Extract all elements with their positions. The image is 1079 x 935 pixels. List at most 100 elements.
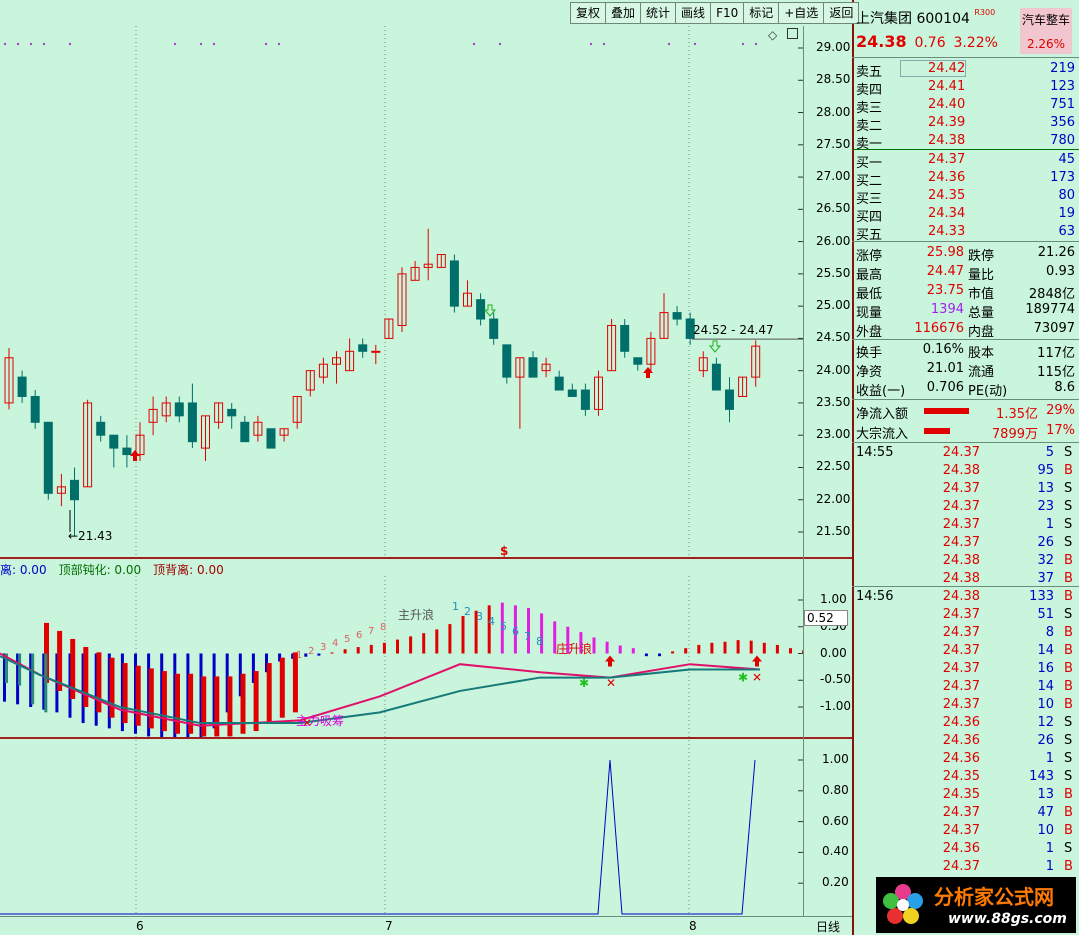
add-watchlist-button[interactable]: +自选 (778, 2, 824, 24)
legend-item: 离: 0.00 (0, 563, 47, 577)
tick-volume: 5 (1045, 445, 1054, 460)
count-label: 2 (308, 646, 315, 657)
histogram-bar (44, 653, 48, 713)
histogram-bar (553, 621, 557, 654)
top-dot (3, 42, 7, 46)
stat-value: 25.98 (926, 245, 964, 260)
tick-side: B (1064, 625, 1073, 640)
count-label: 5 (500, 620, 507, 633)
histogram-bar (671, 651, 675, 654)
candle-body (502, 344, 512, 378)
candlestick-chart[interactable] (0, 26, 803, 558)
ask-level-label: 卖二 (856, 119, 883, 134)
candle-body (698, 357, 708, 372)
statistics-button[interactable]: 统计 (640, 2, 676, 24)
dollar-signal-icon: $ (500, 544, 509, 558)
signal-chart[interactable] (0, 740, 803, 916)
y-tick-label: 0.60 (822, 813, 849, 828)
histogram-bar (789, 648, 792, 654)
star-signal-icon: ✱ (738, 671, 748, 685)
stat-label: 股本 (968, 346, 995, 361)
overlay-button[interactable]: 叠加 (605, 2, 641, 24)
histogram-bar (265, 653, 268, 673)
histogram-bar (148, 668, 154, 729)
tick-price: 24.37 (942, 499, 980, 514)
candle-body (240, 421, 250, 443)
tick-volume: 37 (1037, 571, 1054, 586)
ask-price: 24.39 (928, 115, 966, 130)
top-dot (199, 42, 203, 46)
chart-diamond-icon[interactable]: ◇ (768, 28, 778, 42)
sector-box[interactable]: 汽车整车 2.26% (1020, 8, 1072, 54)
tick-side: B (1064, 571, 1073, 586)
tick-side: S (1064, 517, 1073, 532)
bid-price: 24.33 (928, 224, 966, 239)
f10-button[interactable]: F10 (710, 2, 744, 24)
histogram-bar (135, 665, 141, 726)
histogram-bar (94, 653, 98, 726)
histogram-bar (253, 671, 259, 732)
histogram-bar (579, 632, 583, 654)
histogram-bar (710, 642, 714, 654)
tick-price: 24.37 (942, 697, 980, 712)
y-tick-label: -0.50 (820, 672, 852, 687)
histogram-bar (122, 663, 128, 724)
tick-volume: 95 (1037, 463, 1054, 478)
draw-line-button[interactable]: 画线 (675, 2, 711, 24)
candle-body (135, 434, 145, 456)
bid-volume: 173 (1050, 170, 1075, 185)
histogram-bar (279, 657, 285, 718)
bid-volume: 45 (1058, 152, 1075, 167)
candle-body (449, 260, 459, 307)
flow-label: 净流入额 (856, 407, 909, 422)
ask-price: 24.40 (928, 97, 966, 112)
top-dot (693, 42, 697, 46)
mark-button[interactable]: 标记 (743, 2, 779, 24)
tick-price: 24.38 (942, 571, 980, 586)
stat-value: 115亿 (1037, 365, 1075, 380)
histogram-bar (527, 608, 530, 654)
candle-body (96, 421, 106, 436)
histogram-bar (448, 624, 452, 654)
count-label: 6 (512, 625, 519, 638)
divider (852, 586, 1079, 587)
y-tick-label: 28.00 (816, 104, 851, 119)
up-arrow-icon (752, 655, 762, 667)
candle-body (436, 254, 446, 268)
stock-title: 上汽集团 600104 R300 (856, 8, 995, 28)
histogram-bar (214, 676, 220, 737)
candle-body (214, 402, 224, 423)
histogram-bar (697, 644, 701, 654)
tick-side: B (1064, 697, 1073, 712)
ask-level-label: 卖三 (856, 101, 883, 116)
back-button[interactable]: 返回 (823, 2, 860, 24)
stat-value: 21.01 (926, 361, 964, 376)
candle-body (318, 363, 328, 378)
candle-body (187, 402, 197, 443)
indicator-chart[interactable]: ✕ ✕ ✕ ✱ ✱ (0, 576, 803, 738)
stat-label: 外盘 (856, 325, 883, 340)
histogram-bar (775, 644, 779, 654)
histogram-bar (201, 676, 207, 737)
chart-window-icon[interactable] (787, 28, 798, 39)
stock-code: 600104 (916, 11, 970, 27)
tick-side: B (1064, 823, 1073, 838)
tick-volume: 10 (1037, 823, 1054, 838)
tick-side: B (1064, 859, 1073, 874)
tick-price: 24.36 (942, 715, 980, 730)
top-dot (589, 42, 593, 46)
period-label[interactable]: 日线 (816, 920, 841, 934)
histogram-bar (723, 641, 727, 654)
bid-level-label: 买二 (856, 174, 883, 189)
legend-item: 顶部钝化: 0.00 (58, 563, 142, 577)
tick-side: S (1064, 841, 1073, 856)
histogram-bar (225, 653, 229, 713)
candle-body (410, 266, 420, 281)
candle-body (83, 402, 93, 488)
fuquan-button[interactable]: 复权 (570, 2, 606, 24)
x-signal-icon: ✕ (302, 716, 312, 730)
tick-side: S (1064, 733, 1073, 748)
y-tick-label: 1.00 (822, 752, 849, 766)
x-signal-icon: ✕ (752, 671, 762, 685)
tick-price: 24.36 (942, 751, 980, 766)
